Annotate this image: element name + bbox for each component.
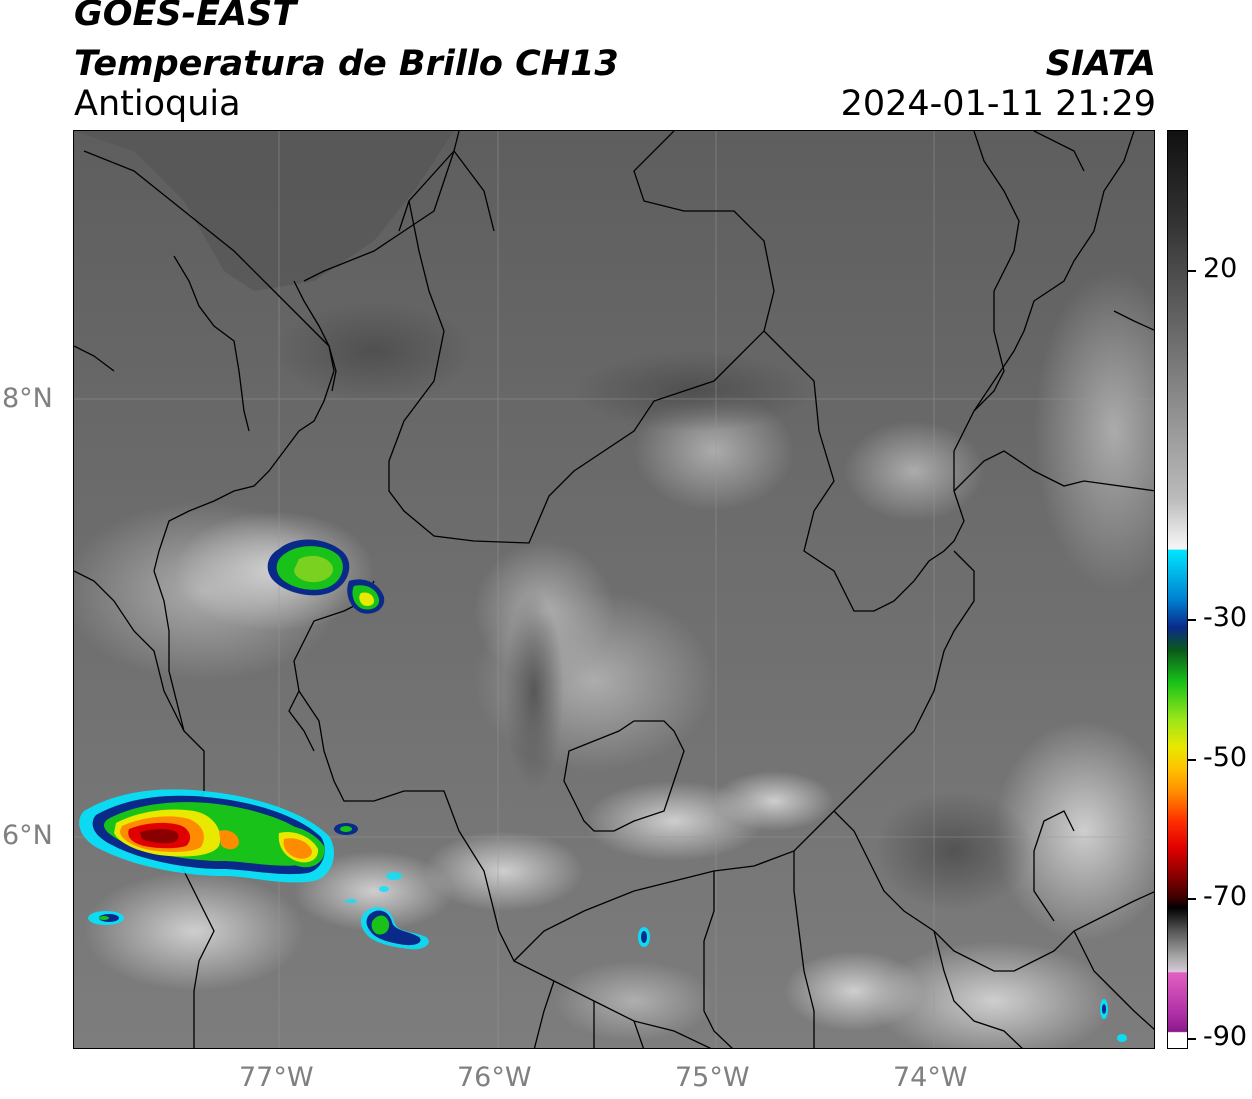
colorbar-tick-neg30 [1188,619,1196,621]
datetime-label: 2024-01-11 21:29 [840,84,1156,124]
colorbar-tick-neg70 [1188,898,1196,900]
colorbar-label-neg70: -70 [1203,881,1248,912]
lon-label-76w: 76°W [457,1062,532,1093]
satellite-map[interactable] [73,130,1155,1049]
colorbar-label-20: 20 [1203,253,1238,284]
colorbar-label-neg30: -30 [1203,602,1248,633]
storm-cells [79,539,1127,1042]
lat-label-6n: 6°N [2,820,53,851]
colorbar-tick-20 [1188,270,1196,272]
map-canvas [74,131,1154,1048]
colorbar [1167,130,1188,1049]
colorbar-tick-neg90 [1188,1038,1196,1040]
lon-label-77w: 77°W [239,1062,314,1093]
agency-label: SIATA [1045,44,1156,84]
graticule [74,131,1154,1048]
boundaries [74,131,1154,1048]
lat-label-8n: 8°N [2,383,53,414]
colorbar-label-neg90: -90 [1203,1021,1248,1052]
colorbar-label-neg50: -50 [1203,742,1248,773]
lon-label-75w: 75°W [675,1062,750,1093]
colorbar-tick-neg50 [1188,759,1196,761]
satellite-title: GOES-EAST [74,0,297,34]
product-title: Temperatura de Brillo CH13 [74,44,619,84]
region-label: Antioquia [74,84,241,124]
lon-label-74w: 74°W [893,1062,968,1093]
